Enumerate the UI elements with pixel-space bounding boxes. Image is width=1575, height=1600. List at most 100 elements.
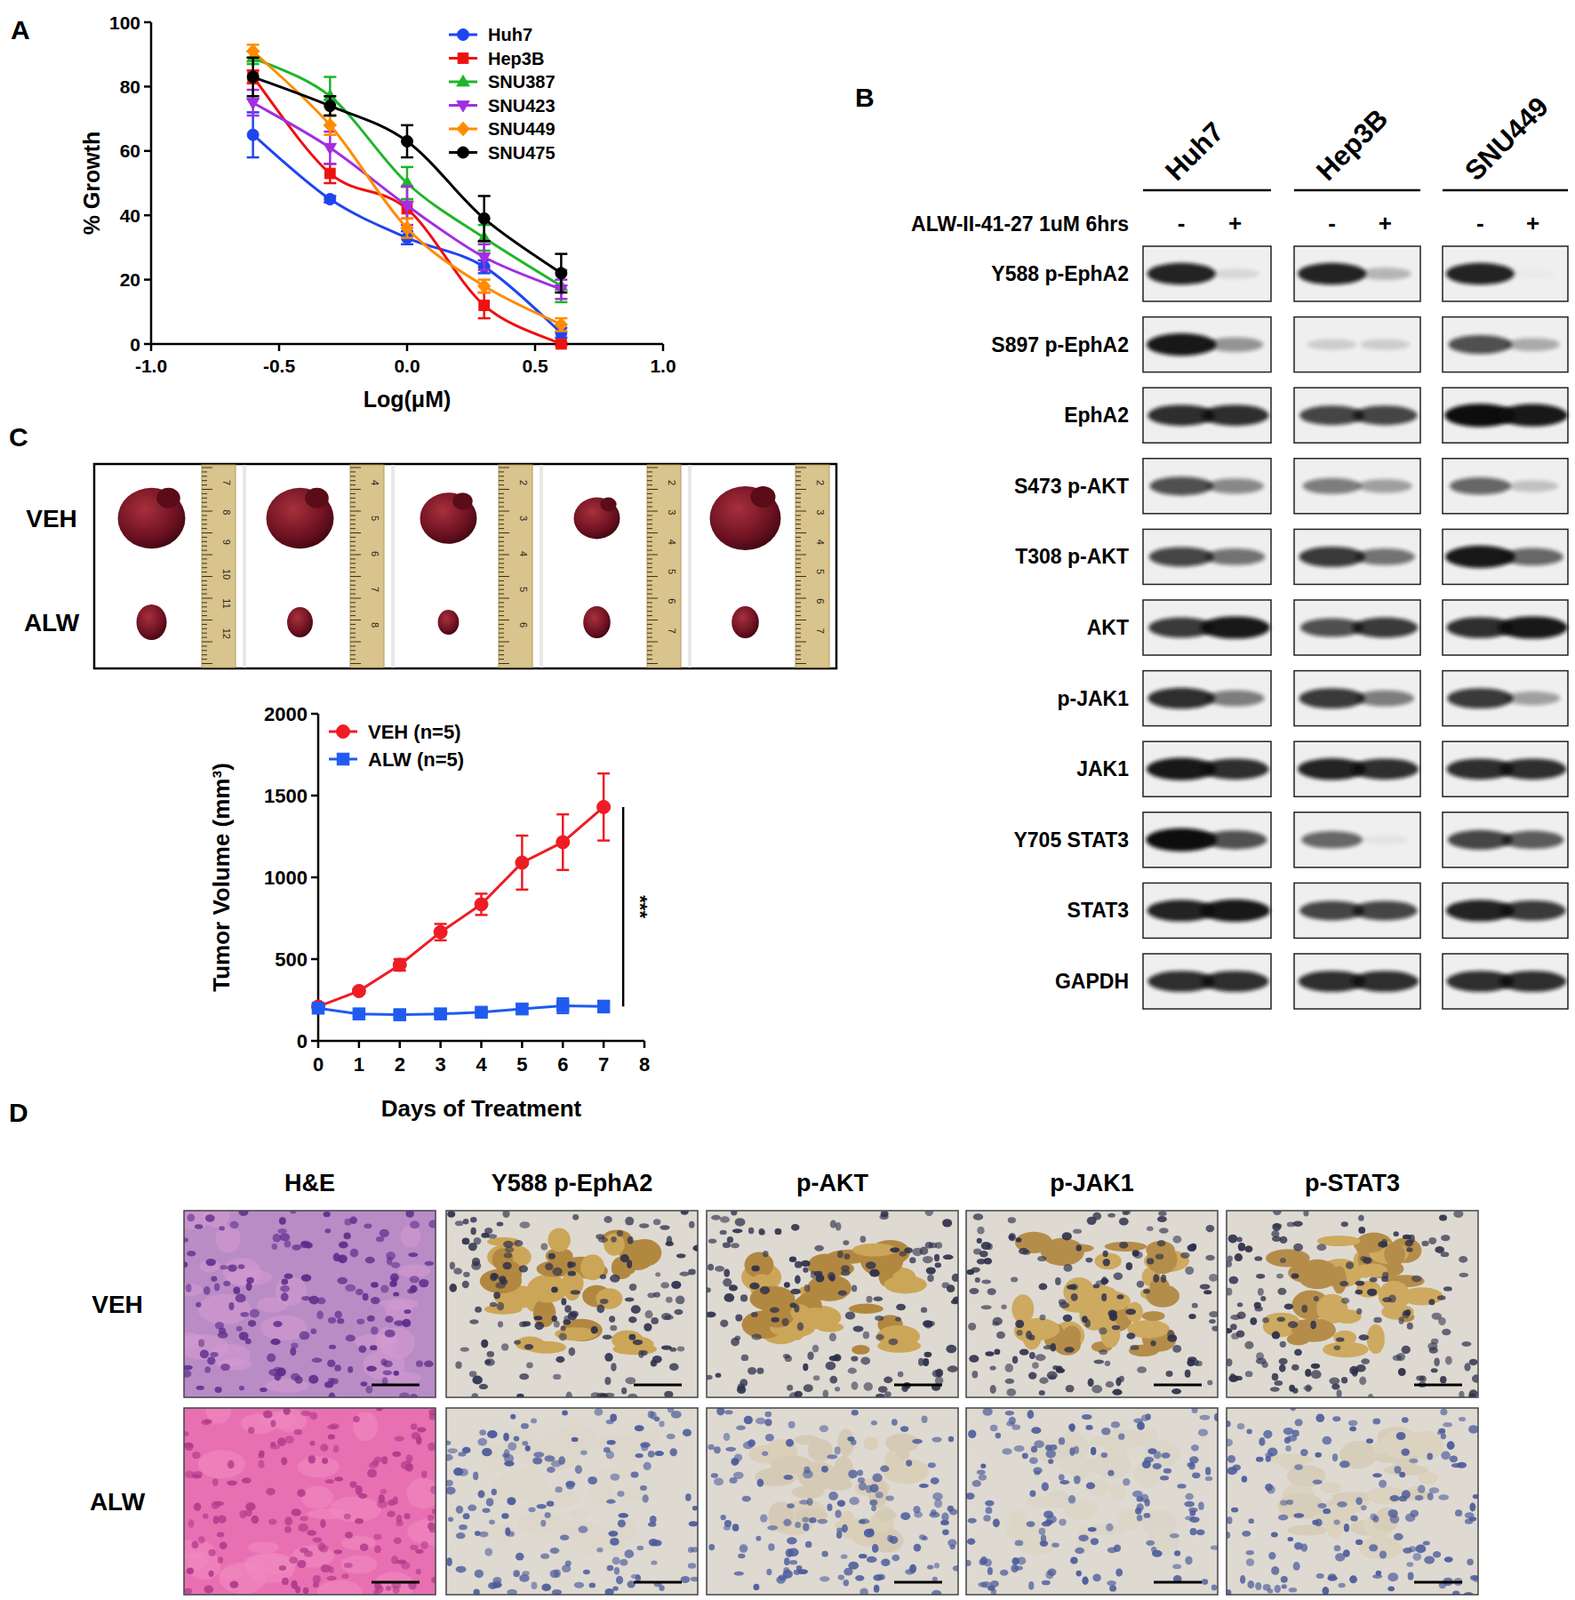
- x-tick: [439, 1040, 442, 1048]
- nucleus: [1028, 1334, 1035, 1340]
- x-tick-label: -0.5: [263, 355, 296, 376]
- error-bar: [247, 44, 260, 57]
- ihc-column-header: p-STAT3: [1304, 1169, 1400, 1197]
- nucleus: [1401, 1311, 1410, 1320]
- nucleus: [199, 1349, 209, 1359]
- nucleus: [1047, 1375, 1056, 1380]
- band: [1507, 479, 1560, 492]
- ruler-tick: [647, 502, 653, 504]
- ihc-panel: H&EY588 p-EphA2p-AKTp-JAK1p-STAT3VEHALW: [89, 1169, 1482, 1600]
- nucleus: [1059, 1301, 1070, 1309]
- nucleus: [735, 1314, 743, 1322]
- x-axis-title: Days of Treatment: [381, 1095, 583, 1122]
- ruler-tick: [350, 649, 356, 651]
- y-tick-label: 0: [129, 334, 141, 355]
- nucleus: [365, 1256, 376, 1264]
- dab-blob: [744, 1251, 775, 1278]
- ruler-tick: [498, 606, 504, 608]
- nucleus: [526, 1361, 534, 1368]
- ruler-tick: [647, 641, 658, 643]
- nucleus: [789, 1255, 797, 1262]
- nucleus: [321, 1457, 328, 1464]
- nucleus: [191, 1540, 199, 1549]
- ruler-tick: [647, 497, 653, 499]
- nucleus: [1103, 1250, 1109, 1257]
- nucleus: [299, 1516, 308, 1522]
- nucleus: [1062, 1231, 1072, 1240]
- dab-blob: [1332, 1265, 1348, 1294]
- nucleus: [829, 1274, 836, 1282]
- nucleus: [574, 1582, 584, 1589]
- nucleus: [555, 1356, 565, 1364]
- y-tick-label: 60: [119, 140, 141, 161]
- legend-text: ALW (n=5): [367, 748, 464, 771]
- nucleus: [741, 1354, 750, 1361]
- nucleus: [290, 1373, 301, 1381]
- nucleus: [711, 1215, 721, 1221]
- nucleus: [652, 1355, 663, 1363]
- nucleus: [239, 1311, 249, 1318]
- nucleus: [1208, 1319, 1216, 1324]
- nucleus: [1458, 1391, 1464, 1398]
- nucleus: [502, 1262, 512, 1270]
- nucleus: [829, 1355, 840, 1361]
- band: [1199, 899, 1271, 922]
- nucleus: [675, 1295, 685, 1305]
- ruler-tick: [201, 467, 213, 469]
- stroma: [202, 1210, 230, 1228]
- nucleus: [495, 1281, 506, 1289]
- ruler-tick: [795, 637, 801, 639]
- nucleus: [415, 1359, 424, 1368]
- nucleus: [249, 1309, 260, 1319]
- dab-blob: [851, 1344, 870, 1355]
- ruler-tick: [350, 610, 356, 612]
- nucleus: [297, 1523, 309, 1533]
- legend-marker: [456, 75, 470, 87]
- nucleus: [291, 1244, 302, 1251]
- ruler-tick: [647, 649, 653, 651]
- ihc-column-header: p-AKT: [796, 1169, 869, 1197]
- nucleus: [751, 1265, 760, 1272]
- nucleus: [732, 1228, 744, 1233]
- blot-frame: [1143, 528, 1272, 584]
- nucleus: [277, 1437, 287, 1447]
- stroma: [240, 1413, 279, 1434]
- series-line: [253, 103, 562, 290]
- data-point: [433, 925, 448, 939]
- tumor-photos: VEHALW7891011124567823456234567234567: [23, 463, 837, 669]
- nucleus: [1085, 1257, 1093, 1264]
- nucleus: [391, 1555, 399, 1565]
- ruler-tick: [498, 562, 504, 564]
- y-tick-label: 20: [119, 269, 141, 290]
- nucleus: [280, 1456, 288, 1465]
- ruler-tick: [201, 519, 208, 520]
- nucleus: [628, 1316, 637, 1323]
- nucleus: [599, 1298, 609, 1304]
- blot-row-label: Y588 p-EphA2: [991, 262, 1129, 286]
- blot-row-label: AKT: [1087, 615, 1129, 640]
- nucleus: [807, 1351, 814, 1360]
- nucleus: [343, 1218, 352, 1226]
- ruler-tick: [498, 550, 504, 552]
- error-cap: [556, 1011, 569, 1015]
- nucleus: [280, 1279, 288, 1286]
- nucleus: [1254, 1255, 1263, 1261]
- nucleus: [909, 1256, 916, 1264]
- nucleus: [560, 1297, 567, 1305]
- nucleus: [525, 1445, 531, 1452]
- nucleus: [327, 1359, 336, 1368]
- nucleus: [359, 1543, 369, 1551]
- ruler-tick: [498, 649, 504, 651]
- error-bar: [554, 254, 568, 293]
- data-point: [246, 44, 259, 59]
- blot-frame: [1143, 812, 1272, 868]
- ruler-tick: [795, 536, 801, 538]
- nucleus: [1063, 1346, 1074, 1353]
- ruler-tick: [498, 637, 504, 639]
- nucleus: [570, 1289, 581, 1295]
- ruler-tick: [795, 623, 801, 625]
- nucleus: [355, 1288, 364, 1296]
- nucleus: [519, 1221, 530, 1229]
- nucleus: [550, 1547, 560, 1554]
- legend-item: SNU475: [448, 143, 556, 163]
